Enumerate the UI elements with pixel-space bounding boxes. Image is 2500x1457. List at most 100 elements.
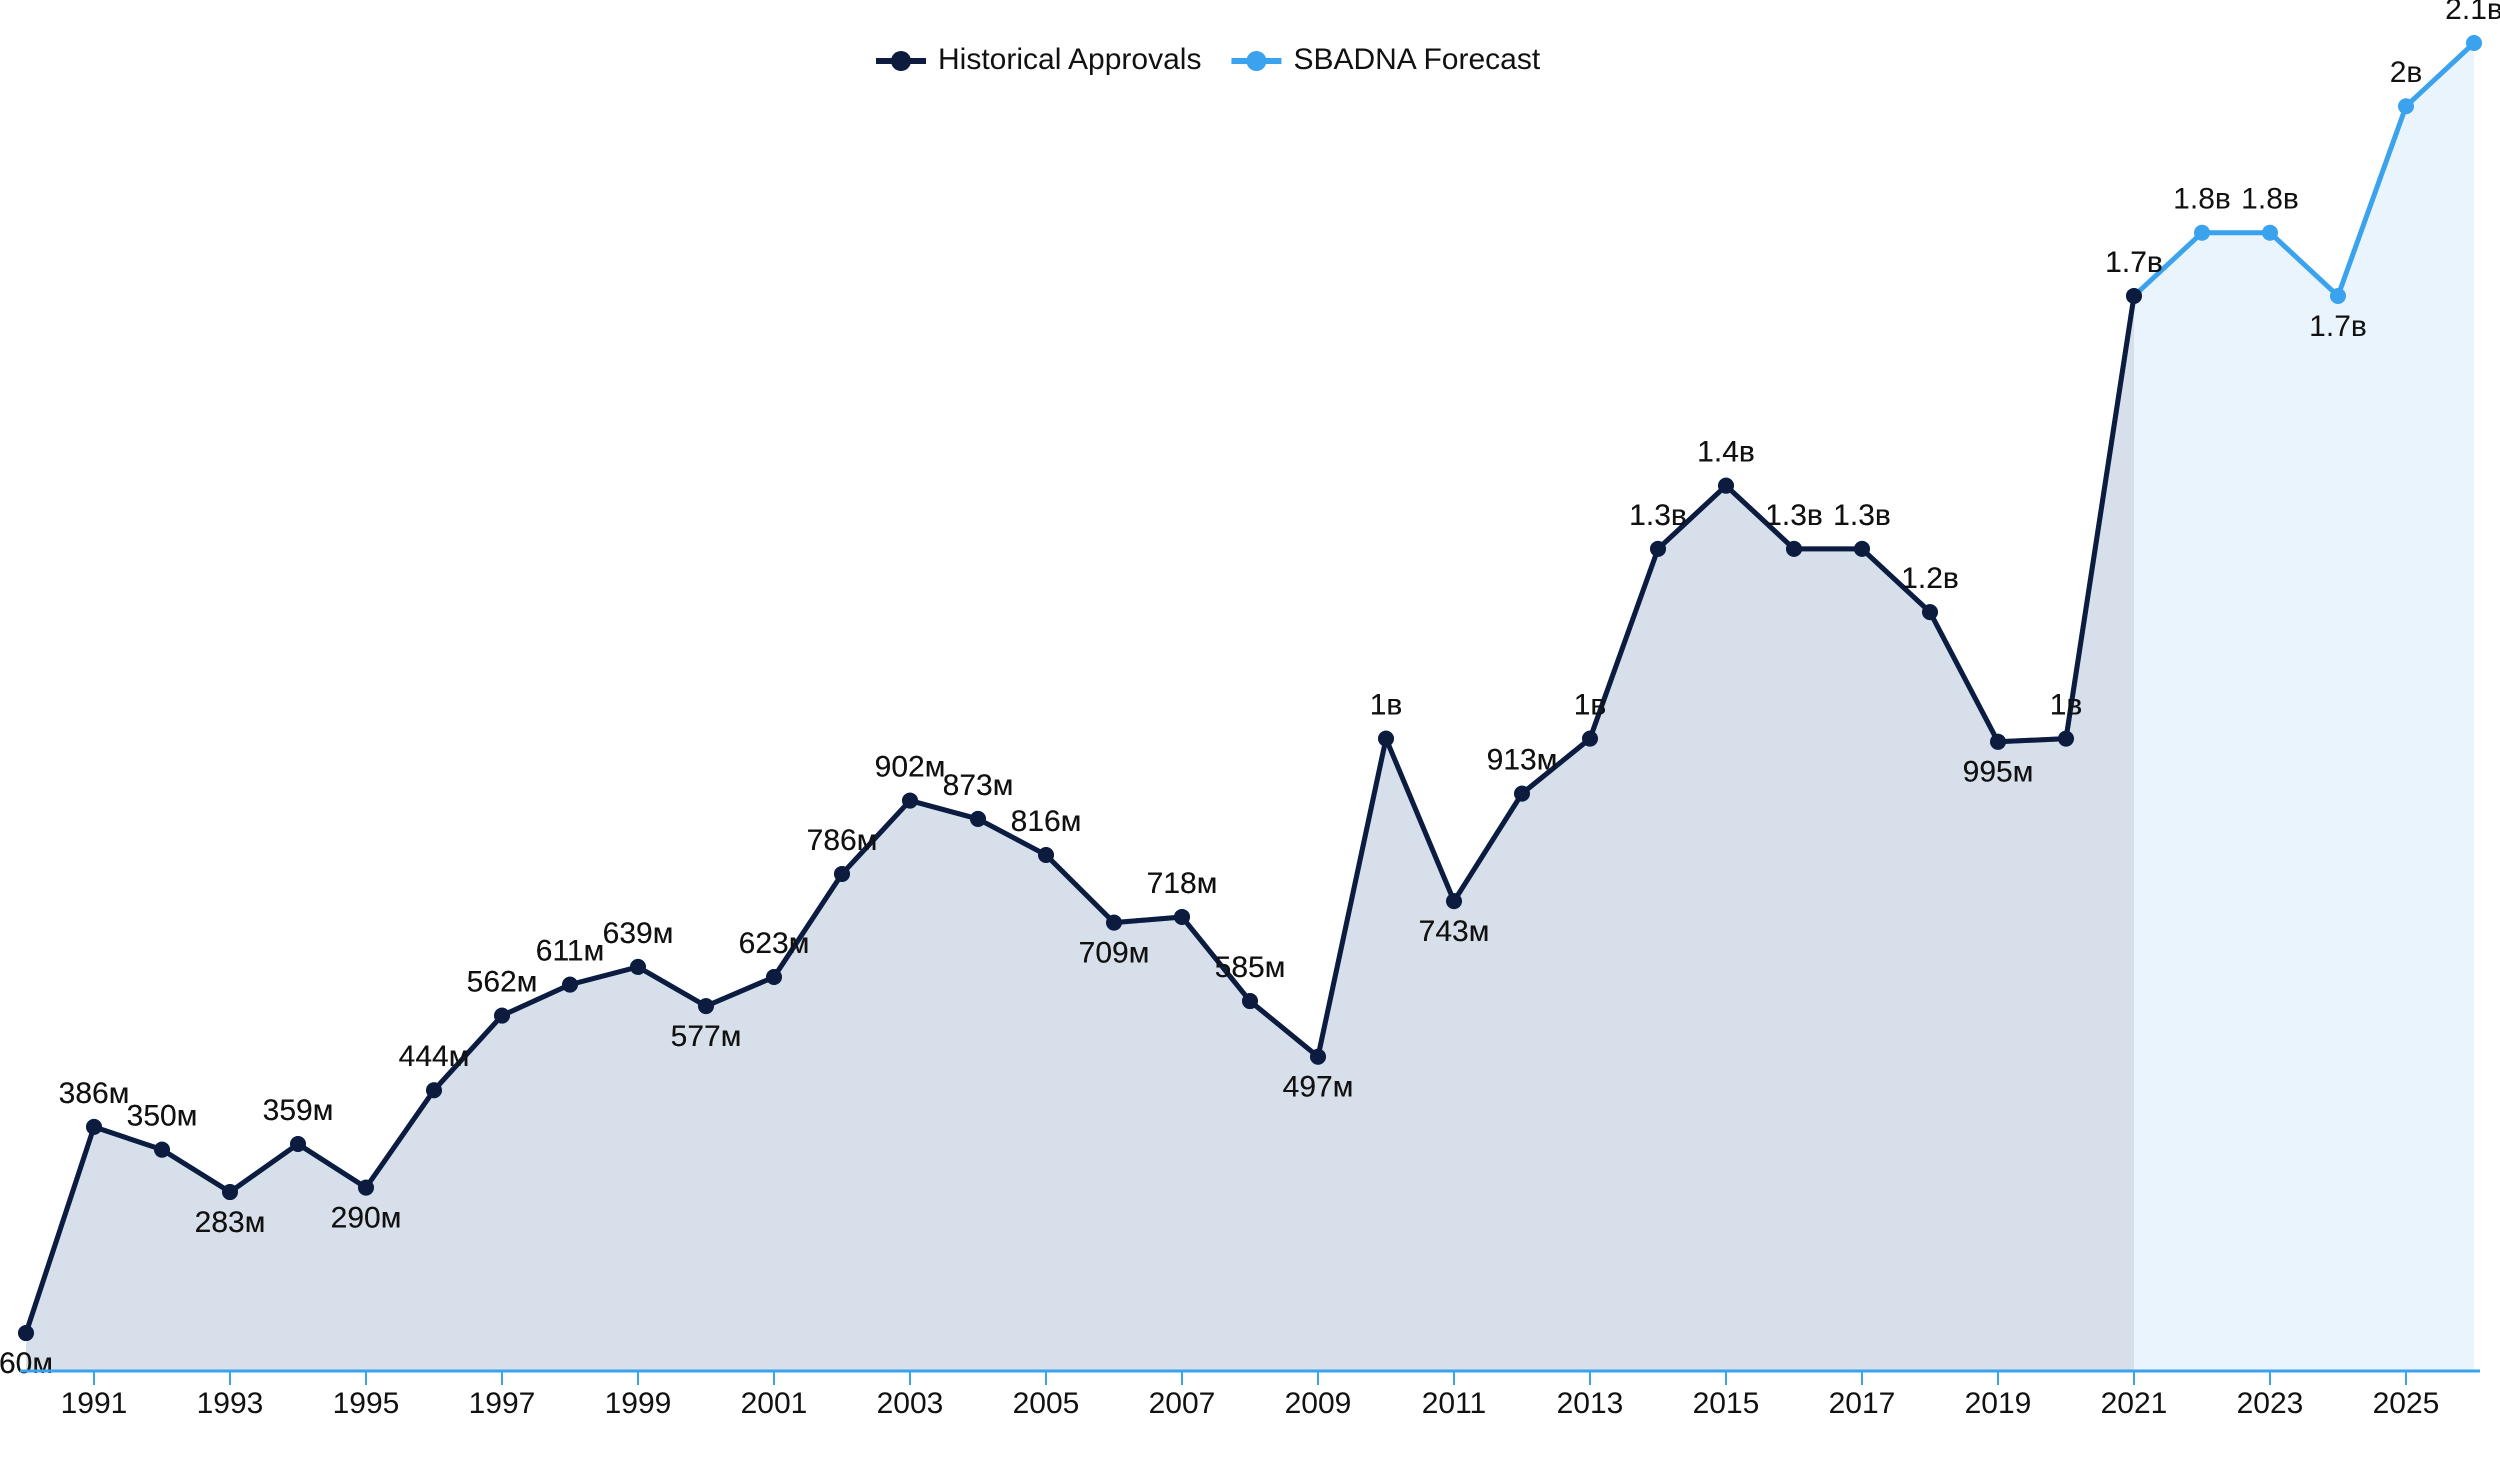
- data-point: [154, 1141, 170, 1158]
- x-tick-label: 1995: [333, 1387, 400, 1420]
- data-label: 718м: [1147, 867, 1218, 900]
- data-label: 639м: [603, 917, 674, 950]
- data-label: 283м: [195, 1206, 266, 1239]
- data-label: 718м: [1147, 867, 1218, 900]
- data-point: [766, 969, 782, 986]
- data-point: [630, 958, 646, 975]
- data-point: [1514, 785, 1530, 802]
- data-label: 816м: [1011, 805, 1082, 838]
- data-label: 743м: [1419, 915, 1490, 948]
- data-label: 497м: [1283, 1071, 1354, 1104]
- series-line: [23, 295, 2137, 1334]
- x-tick-label: 2015: [1693, 1387, 1760, 1420]
- data-point: [18, 1325, 34, 1342]
- data-label: 60м: [0, 1347, 53, 1380]
- data-point: [1786, 540, 1802, 557]
- data-label: 290м: [331, 1202, 402, 1235]
- x-tick-label: 2013: [1557, 1387, 1624, 1420]
- data-point: [290, 1135, 306, 1152]
- data-label: 873м: [943, 769, 1014, 802]
- data-label: 1в: [1370, 689, 1403, 722]
- x-tick-label: 2021: [2101, 1387, 2168, 1420]
- data-point: [1378, 730, 1394, 747]
- data-label: 902м: [875, 751, 946, 784]
- data-point: [834, 865, 850, 882]
- data-label: 1.2в: [1901, 562, 1959, 595]
- legend-marker: [891, 51, 911, 71]
- data-label: 359м: [263, 1094, 334, 1127]
- data-label: 562м: [467, 966, 538, 999]
- data-label: 1в: [2050, 689, 2083, 722]
- data-label: 1.3в: [1833, 499, 1891, 532]
- data-point: [2466, 35, 2482, 51]
- data-label: 913м: [1487, 744, 1558, 777]
- data-point: [1650, 540, 1666, 557]
- data-point: [902, 792, 918, 809]
- x-tick-label: 2007: [1149, 1387, 1216, 1420]
- data-point: [1174, 908, 1190, 925]
- data-label: 1в: [1370, 689, 1403, 722]
- data-label: 1.3в: [1629, 499, 1687, 532]
- data-label: 290м: [331, 1202, 402, 1235]
- data-point: [222, 1184, 238, 1201]
- data-label: 585м: [1215, 951, 1286, 984]
- x-tick-label: 2019: [1965, 1387, 2032, 1420]
- legend-label: Historical Approvals: [938, 43, 1201, 76]
- data-label: 562м: [467, 966, 538, 999]
- data-label: 1.3в: [1765, 499, 1823, 532]
- data-label: 611м: [536, 935, 604, 968]
- data-label: 1.8в: [2173, 183, 2231, 216]
- data-label: 995м: [1963, 756, 2034, 789]
- data-point: [1446, 893, 1462, 910]
- data-label: 585м: [1215, 951, 1286, 984]
- data-point: [698, 998, 714, 1015]
- data-point: [1718, 477, 1734, 494]
- data-point: [2194, 224, 2210, 241]
- data-label: 2.1в: [2445, 0, 2500, 26]
- data-point: [358, 1179, 374, 1196]
- x-tick-label: 1997: [469, 1387, 536, 1420]
- data-point: [2262, 224, 2278, 241]
- x-tick-label: 2009: [1285, 1387, 1352, 1420]
- data-label: 709м: [1079, 937, 1150, 970]
- data-point: [86, 1118, 102, 1135]
- data-label: 350м: [127, 1100, 198, 1133]
- data-label: 1.7в: [2105, 246, 2163, 279]
- data-point: [562, 976, 578, 993]
- data-label: 1.4в: [1697, 436, 1755, 469]
- data-label: 60м: [0, 1347, 53, 1380]
- x-tick-label: 2005: [1013, 1387, 1080, 1420]
- x-tick-label: 2025: [2373, 1387, 2440, 1420]
- data-label: 1.8в: [2241, 183, 2299, 216]
- data-point: [2330, 287, 2346, 304]
- data-point: [970, 810, 986, 827]
- data-point: [1582, 730, 1598, 747]
- data-label: 577м: [671, 1020, 742, 1053]
- legend-label: SBADNA Forecast: [1293, 43, 1540, 76]
- data-label: 577м: [671, 1020, 742, 1053]
- data-label: 283м: [195, 1206, 266, 1239]
- data-label: 611м: [536, 935, 604, 968]
- data-point: [1854, 540, 1870, 557]
- data-label: 1.3в: [1765, 499, 1823, 532]
- data-point: [1038, 846, 1054, 863]
- data-label: 497м: [1283, 1071, 1354, 1104]
- data-label: 1.7в: [2105, 246, 2163, 279]
- data-label: 350м: [127, 1100, 198, 1133]
- x-tick-label: 1993: [197, 1387, 264, 1420]
- data-point: [1990, 733, 2006, 750]
- legend-marker: [1246, 51, 1267, 71]
- area: [26, 295, 2134, 1371]
- data-point: [2398, 98, 2414, 115]
- data-point: [2126, 287, 2142, 304]
- data-label: 1.7в: [2309, 310, 2367, 343]
- data-label: 902м: [875, 751, 946, 784]
- data-label: 786м: [807, 824, 878, 857]
- data-point: [1310, 1048, 1326, 1065]
- data-label: 913м: [1487, 744, 1558, 777]
- data-label: 873м: [943, 769, 1014, 802]
- data-point: [1242, 993, 1258, 1010]
- data-point: [1922, 604, 1938, 621]
- x-tick-label: 2023: [2237, 1387, 2304, 1420]
